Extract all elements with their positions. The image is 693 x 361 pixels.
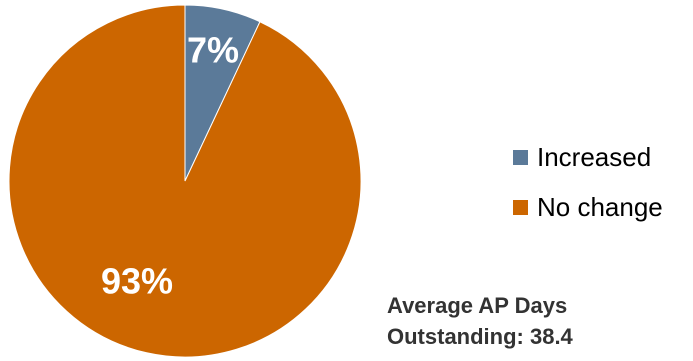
annotation-line-2: Outstanding: 38.4	[387, 324, 573, 349]
legend-swatch-no-change	[513, 199, 528, 215]
legend-item-no-change: No change	[513, 188, 663, 226]
legend: Increased No change	[513, 138, 663, 238]
pie-slices	[8, 4, 362, 358]
legend-swatch-increased	[513, 149, 528, 165]
pie-slice-label-no-change: 93%	[101, 261, 173, 302]
pie-slice-label-increased: 7%	[187, 30, 239, 71]
legend-label-increased: Increased	[537, 141, 652, 172]
pie-slice-labels: 7% 93%	[101, 30, 239, 302]
legend-label-no-change: No change	[537, 191, 663, 222]
annotation-line-1: Average AP Days	[387, 293, 568, 318]
legend-item-increased: Increased	[513, 138, 663, 176]
average-ap-days-annotation: Average AP Days Outstanding: 38.4	[387, 290, 573, 352]
pie-slice-no-change	[8, 4, 362, 358]
